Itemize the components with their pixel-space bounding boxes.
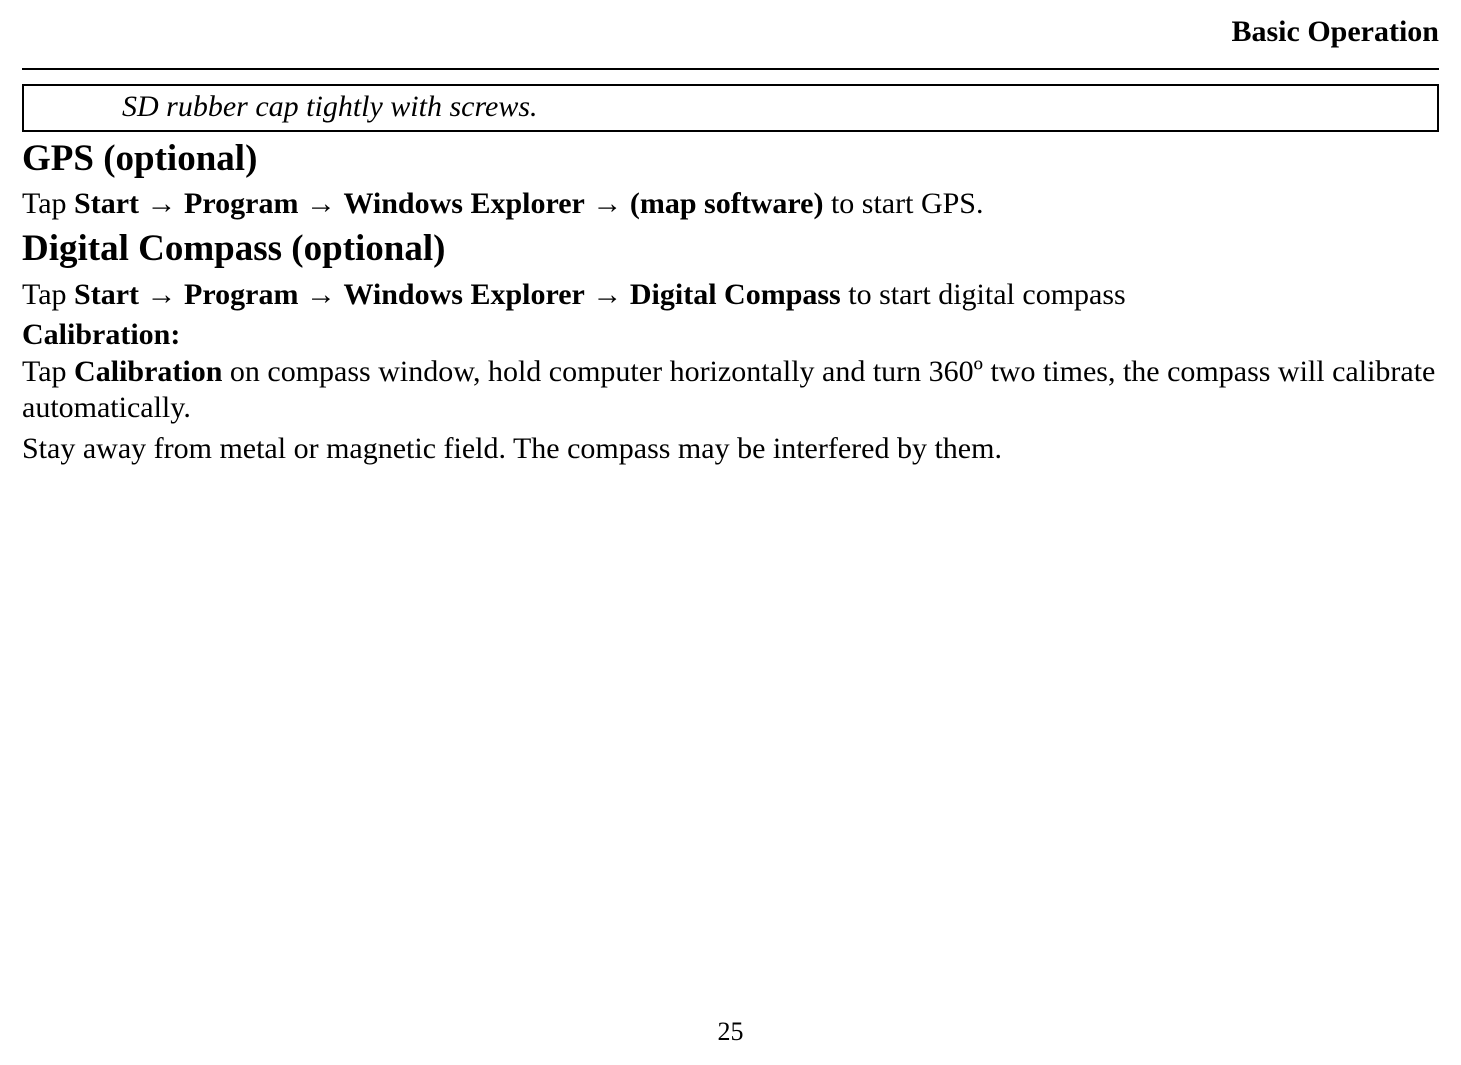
nav-explorer: Windows Explorer [343,278,584,311]
note-text: SD rubber cap tightly with screws. [32,88,1429,126]
gps-heading: GPS (optional) [22,136,1439,182]
text-fragment: to start GPS. [823,187,983,220]
arrow-icon: → [306,278,336,311]
nav-program: Program [184,187,298,220]
arrow-icon: → [147,187,177,220]
nav-explorer: Windows Explorer [343,187,584,220]
text-fragment: Tap [22,187,74,220]
page-container: Basic Operation SD rubber cap tightly wi… [0,0,1461,1065]
arrow-icon: → [592,278,622,311]
arrow-icon: → [147,278,177,311]
arrow-icon: → [592,187,622,220]
text-fragment: Tap [22,355,74,388]
calibration-instruction: Tap Calibration on compass window, hold … [22,354,1439,427]
note-box: SD rubber cap tightly with screws. [22,84,1439,132]
compass-heading: Digital Compass (optional) [22,226,1439,272]
nav-start: Start [74,187,139,220]
gps-instruction: Tap Start → Program → Windows Explorer →… [22,186,1439,223]
nav-start: Start [74,278,139,311]
calibration-label: Calibration: [22,317,1439,354]
text-fragment: to start digital compass [841,278,1126,311]
arrow-icon: → [306,187,336,220]
nav-digital-compass: Digital Compass [630,278,841,311]
page-number: 25 [0,1017,1461,1047]
text-fragment: on compass window, hold computer horizon… [22,355,1435,425]
compass-warning: Stay away from metal or magnetic field. … [22,431,1439,468]
text-fragment: Tap [22,278,74,311]
nav-program: Program [184,278,298,311]
nav-map-software: (map software) [630,187,824,220]
compass-instruction: Tap Start → Program → Windows Explorer →… [22,277,1439,314]
header-rule [22,68,1439,70]
calibration-word: Calibration [74,355,222,388]
running-head: Basic Operation [22,14,1439,50]
